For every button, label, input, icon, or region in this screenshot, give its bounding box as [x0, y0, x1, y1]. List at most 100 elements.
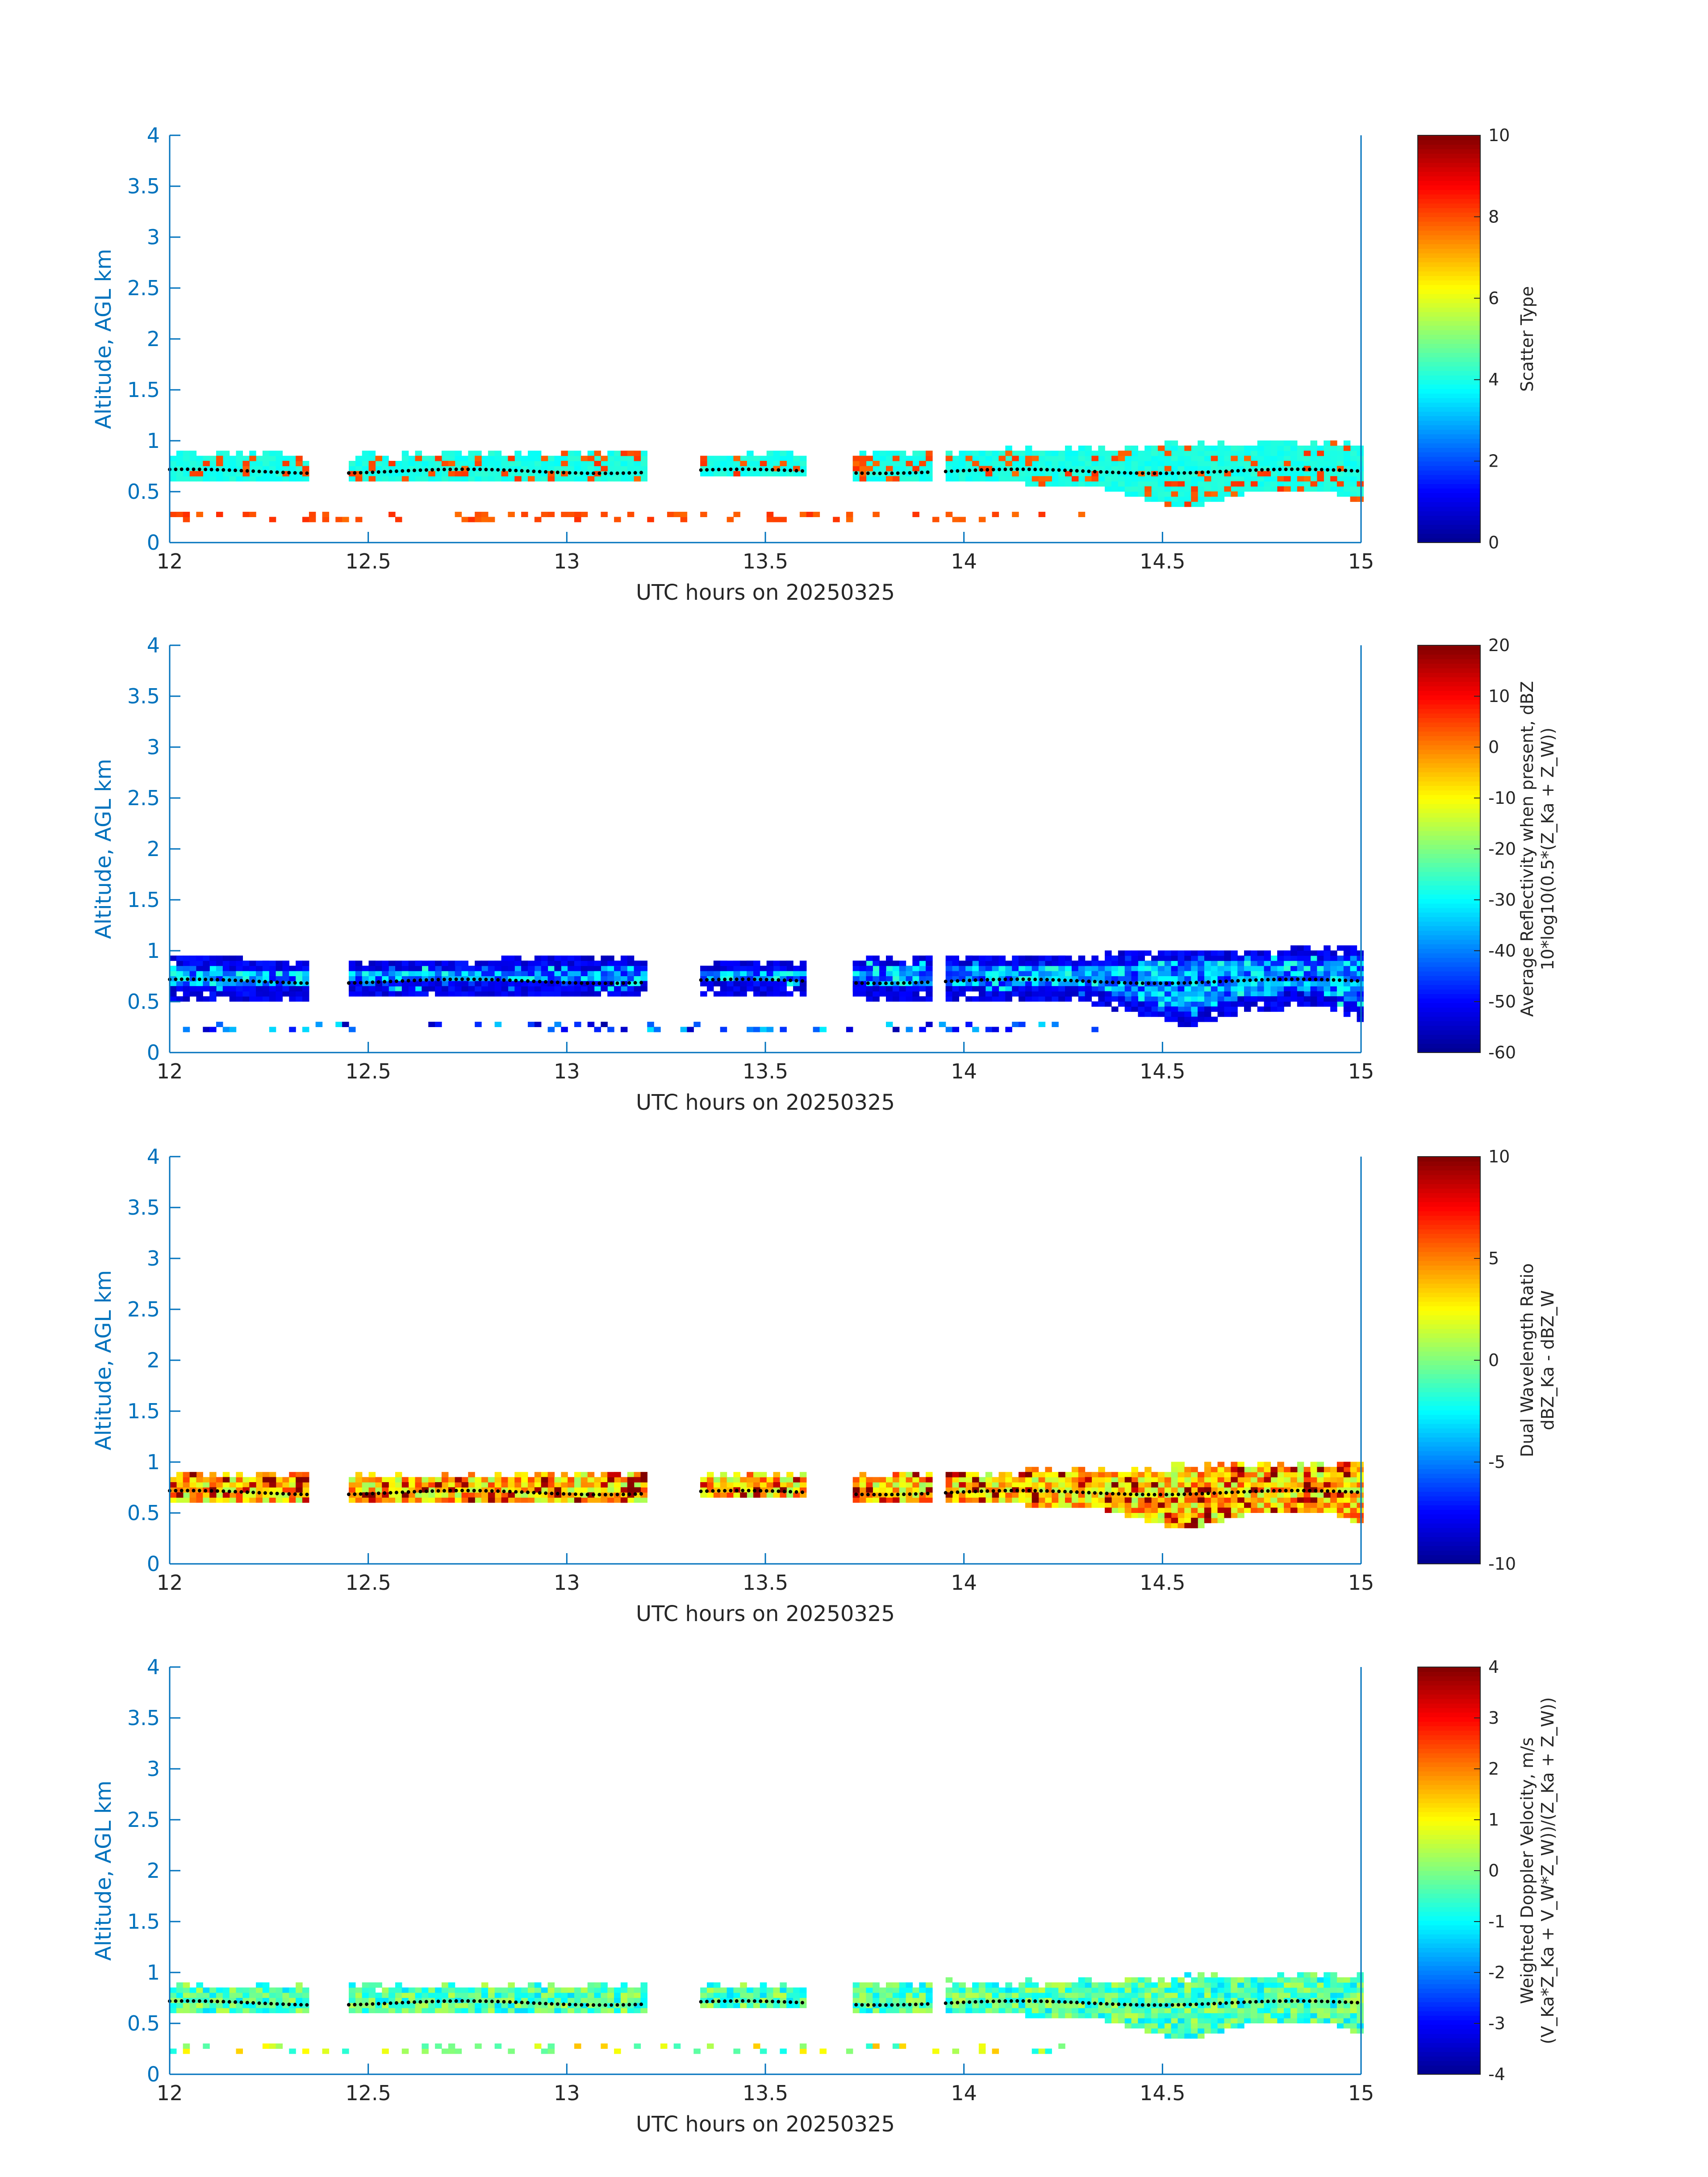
data-cell [1105, 1482, 1112, 1488]
data-cell [786, 461, 793, 466]
data-cell [1178, 991, 1185, 997]
data-cell [886, 996, 893, 1002]
data-cell [1098, 976, 1105, 982]
data-cell [501, 986, 509, 992]
data-cell [852, 991, 860, 997]
data-cell [1217, 491, 1225, 497]
data-cell [1330, 486, 1337, 492]
data-cell [1164, 1487, 1172, 1493]
data-cell [1178, 1011, 1185, 1017]
data-cell [209, 981, 217, 986]
data-cell [428, 961, 435, 966]
data-cell [1257, 1482, 1265, 1488]
data-cell [952, 991, 959, 997]
data-cell [1317, 955, 1324, 961]
data-cell [189, 1497, 197, 1503]
cloud-base-dot [1033, 468, 1037, 472]
data-cell [494, 476, 502, 482]
data-cell [269, 971, 276, 976]
colorbar-swatch [1418, 280, 1480, 285]
data-cell [435, 476, 442, 482]
data-cell [1270, 440, 1278, 446]
data-cell [1164, 996, 1172, 1002]
cloud-base-dot [197, 1489, 201, 1492]
data-cell [1224, 445, 1231, 451]
colorbar-swatch [1418, 325, 1480, 330]
cloud-base-dot [257, 1491, 261, 1495]
data-cell [753, 455, 760, 461]
colorbar-swatch [1418, 501, 1480, 507]
data-cell [488, 461, 495, 466]
data-cell [508, 471, 515, 476]
data-cell [1065, 1472, 1072, 1478]
data-cell [587, 455, 595, 461]
data-cell [1191, 1482, 1198, 1488]
cloud-base-dot [1033, 978, 1037, 982]
cloud-base-dot [1326, 468, 1330, 472]
data-cell [627, 476, 635, 482]
data-cell [607, 971, 614, 976]
data-cell [1343, 1006, 1351, 1012]
data-cell [568, 976, 575, 982]
cloud-base-dot [281, 471, 285, 474]
data-cell [1184, 1011, 1191, 1017]
data-cell [1005, 996, 1012, 1002]
data-cell [1178, 445, 1185, 451]
data-cell [196, 1472, 203, 1478]
data-cell [1138, 451, 1145, 456]
data-cell [196, 991, 203, 997]
data-cell [1250, 461, 1258, 466]
data-cell [1019, 965, 1026, 971]
cloud-base-dot [1039, 468, 1043, 472]
data-cell [634, 466, 641, 472]
data-cell [780, 986, 787, 992]
data-cell [1012, 1022, 1019, 1027]
data-cell [733, 1477, 740, 1483]
data-cell [1270, 1472, 1278, 1478]
data-cell [1019, 1022, 1026, 1027]
data-cell [1171, 481, 1178, 487]
cloud-base-dot [884, 981, 888, 985]
data-cell [1078, 481, 1086, 487]
data-cell [475, 1497, 482, 1503]
data-cell [1098, 1487, 1105, 1493]
data-cell [614, 1487, 621, 1493]
data-cell [209, 1027, 217, 1032]
data-cell [1303, 1497, 1311, 1503]
data-cell [528, 961, 535, 966]
data-cell [229, 971, 237, 976]
data-cell [1350, 991, 1357, 997]
x-tick-label: 15 [1348, 1059, 1374, 1083]
data-cell [528, 1022, 535, 1027]
data-cell [1025, 455, 1032, 461]
cloud-base-dot [526, 979, 530, 983]
data-cell [799, 986, 807, 992]
data-cell [1157, 1497, 1165, 1503]
data-cell [1303, 1492, 1311, 1498]
data-cell [1131, 1513, 1138, 1518]
data-cell [859, 991, 867, 997]
data-cell [1330, 440, 1337, 446]
data-cell [620, 1482, 628, 1488]
data-cell [501, 961, 509, 966]
data-cell [1217, 1006, 1225, 1012]
data-cell [1310, 1001, 1317, 1007]
data-cell [740, 1492, 747, 1498]
data-cell [1178, 1022, 1185, 1027]
data-cell [1184, 955, 1191, 961]
data-cell [992, 981, 999, 986]
data-cell [1290, 1482, 1298, 1488]
data-cell [700, 455, 707, 461]
data-cell [879, 986, 886, 992]
data-cell [1204, 466, 1211, 472]
cloud-base-dot [1206, 470, 1210, 474]
cloud-base-dot [1009, 467, 1013, 471]
data-cell [475, 455, 482, 461]
cloud-base-dot [759, 468, 763, 472]
data-cell [1124, 1477, 1132, 1483]
data-cell [176, 476, 184, 482]
data-cell [203, 981, 210, 986]
data-cell [375, 961, 382, 966]
data-cell [422, 461, 429, 466]
data-cell [1065, 451, 1072, 456]
